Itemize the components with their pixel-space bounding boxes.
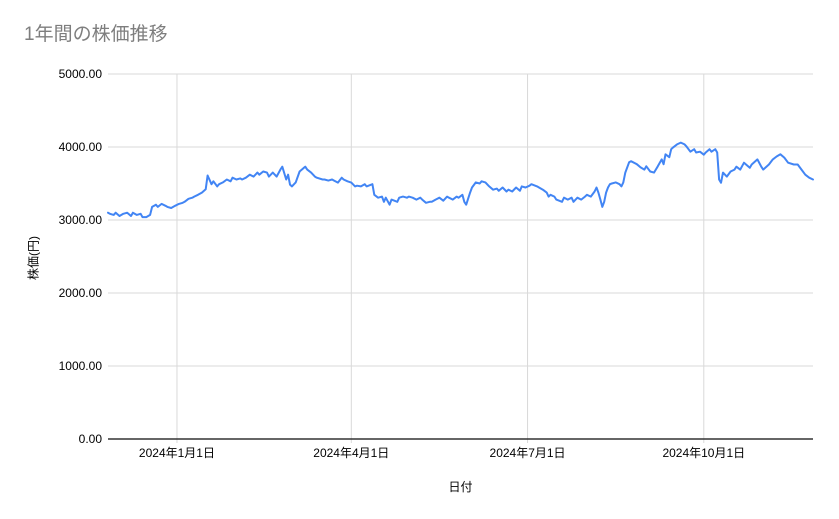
y-tick-label: 2000.00 bbox=[58, 286, 102, 300]
y-tick-label: 4000.00 bbox=[58, 140, 102, 154]
x-tick-label: 2024年1月1日 bbox=[138, 446, 215, 460]
chart-title: 1年間の株価推移 bbox=[24, 24, 168, 45]
price-line bbox=[107, 141, 814, 219]
x-tick-label: 2024年4月1日 bbox=[313, 446, 390, 460]
y-tick-label: 5000.00 bbox=[58, 67, 102, 81]
y-tick-label: 0.00 bbox=[78, 432, 102, 446]
y-tick-label: 3000.00 bbox=[58, 213, 102, 227]
x-axis-title: 日付 bbox=[448, 480, 473, 494]
y-tick-label: 1000.00 bbox=[58, 359, 102, 373]
x-tick-label: 2024年7月1日 bbox=[489, 446, 566, 460]
y-axis-title: 株価(円) bbox=[26, 236, 41, 280]
x-tick-label: 2024年10月1日 bbox=[662, 446, 746, 460]
